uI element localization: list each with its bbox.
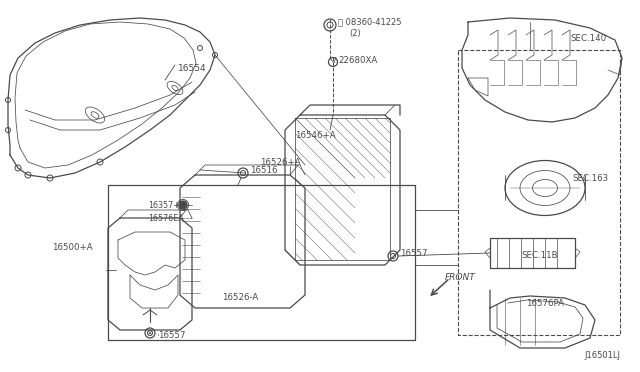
Text: Ⓑ 08360-41225: Ⓑ 08360-41225 xyxy=(338,17,401,26)
Text: 16557: 16557 xyxy=(400,250,428,259)
Text: 16500+A: 16500+A xyxy=(52,244,93,253)
Text: 22680XA: 22680XA xyxy=(338,55,377,64)
Text: J16501LJ: J16501LJ xyxy=(584,350,620,359)
Text: 16546+A: 16546+A xyxy=(295,131,335,140)
Text: (2): (2) xyxy=(349,29,361,38)
Text: 16557: 16557 xyxy=(158,330,186,340)
Text: 16554: 16554 xyxy=(178,64,207,73)
Text: 16516: 16516 xyxy=(250,166,278,174)
Text: 16576PA: 16576PA xyxy=(526,298,564,308)
Text: SEC.140: SEC.140 xyxy=(570,33,606,42)
Circle shape xyxy=(179,201,187,209)
Text: 16576EA: 16576EA xyxy=(148,214,184,222)
Text: SEC.11B: SEC.11B xyxy=(522,251,558,260)
Text: FRONT: FRONT xyxy=(445,273,476,282)
Text: 16526-A: 16526-A xyxy=(222,294,258,302)
Text: 16357+C: 16357+C xyxy=(148,201,186,209)
Text: SEC.163: SEC.163 xyxy=(572,173,608,183)
Text: 16526+A: 16526+A xyxy=(260,157,301,167)
